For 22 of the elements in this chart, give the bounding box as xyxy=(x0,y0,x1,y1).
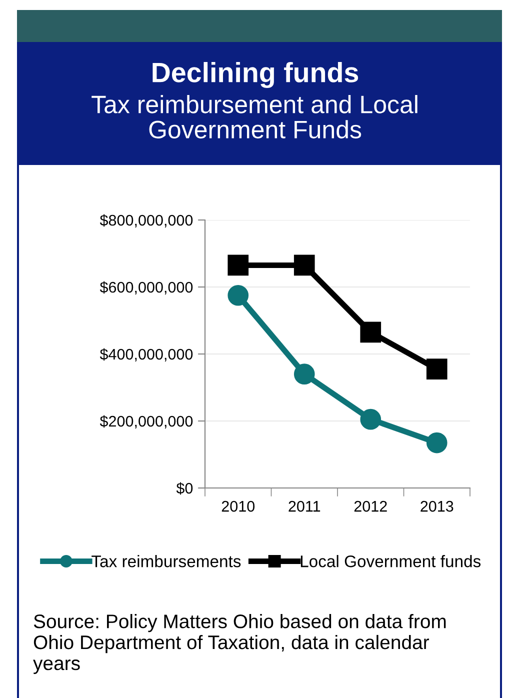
point xyxy=(360,408,382,430)
point xyxy=(426,358,448,380)
chart-title: Declining funds xyxy=(152,62,358,88)
legend-label: Tax reimbursements xyxy=(92,555,241,568)
point xyxy=(360,322,382,343)
point xyxy=(228,284,249,306)
x-tick-label: 2010 xyxy=(222,500,255,512)
source-note: Source: Policy Matters Ohio based on data from Ohio Department of Taxation, data in calendar years xyxy=(33,614,446,674)
point xyxy=(294,254,315,276)
x-tick-label: 2013 xyxy=(420,500,454,512)
y-tick-label: $600,000,000 xyxy=(100,281,193,294)
x-tick-label: 2011 xyxy=(288,500,320,512)
point xyxy=(426,432,448,454)
y-tick-label: $200,000,000 xyxy=(100,415,193,428)
chart-subtitle: Tax reimbursement and Local Government Funds xyxy=(92,95,418,138)
point xyxy=(228,254,249,276)
y-tick-label: $800,000,000 xyxy=(100,214,193,228)
y-tick-label: $0 xyxy=(176,482,193,495)
legend-label: Local Government funds xyxy=(300,555,481,568)
x-tick-label: 2012 xyxy=(354,500,387,512)
point xyxy=(294,364,315,385)
y-tick-label: $400,000,000 xyxy=(100,348,193,362)
